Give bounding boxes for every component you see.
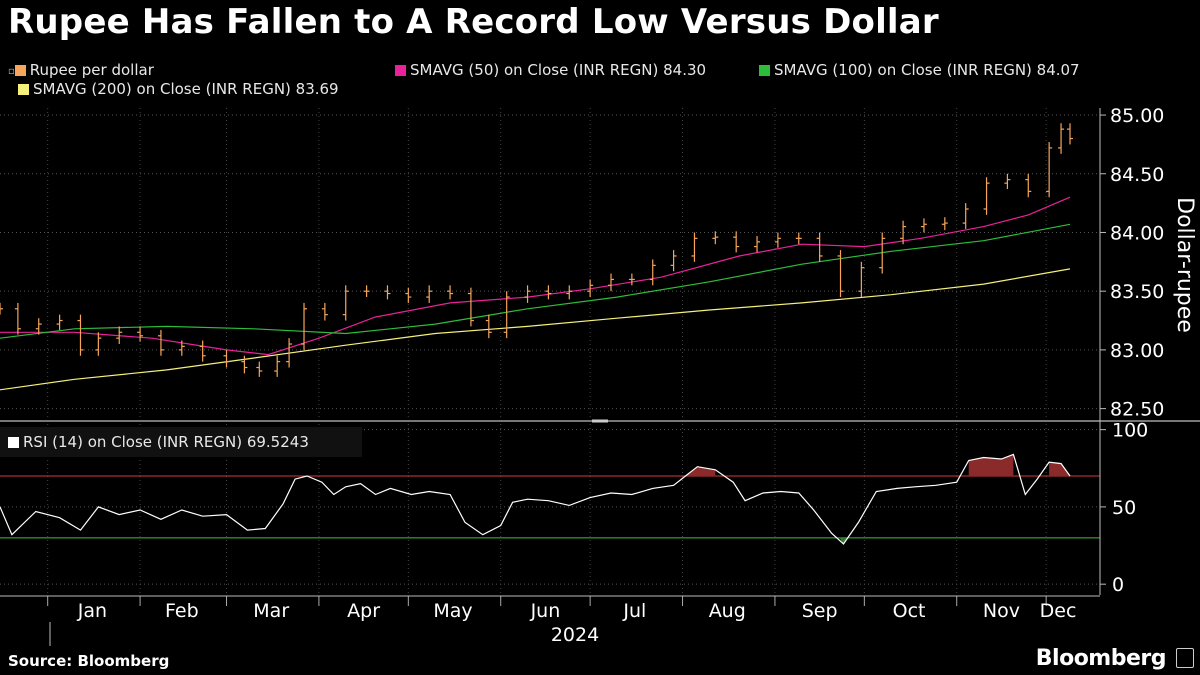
legend-rsi: RSI (14) on Close (INR REGN) 69.5243 [8,433,309,451]
legend-sma200: SMAVG (200) on Close (INR REGN) 83.69 [18,80,339,98]
legend-rsi-label: RSI (14) on Close (INR REGN) 69.5243 [23,433,309,451]
x-tick-label: Oct [893,600,926,622]
source-note: Source: Bloomberg [8,652,170,670]
rsi-oversold-fill [839,537,848,544]
rsi-overbought-fill [968,454,1014,476]
rsi-ytick-label: 50 [1112,497,1136,519]
grid-lines [0,108,1100,595]
x-axis-title: 2024 [551,624,599,646]
y-axis-title: Dollar-rupee [1172,197,1197,333]
x-tick-label: Aug [709,600,746,622]
rsi-panel [0,427,1100,545]
x-tick-label: Apr [347,600,380,622]
rsi-line [0,453,1071,545]
x-tick-label: Dec [1040,600,1077,622]
brand-logo: Bloomberg [1035,646,1167,671]
legend-sma100-swatch [759,65,770,76]
rsi-overbought-fill [1049,462,1070,476]
brand-mark-icon [1176,648,1194,668]
price-ytick-label: 83.50 [1110,281,1164,303]
rsi-ytick-label: 100 [1112,420,1148,442]
legend-sma200-label: SMAVG (200) on Close (INR REGN) 83.69 [33,80,339,98]
rsi-legend-bg [0,427,362,457]
x-tick-label: Sep [802,600,838,622]
rsi-overbought-fill [685,466,716,476]
legend-sma50-label: SMAVG (50) on Close (INR REGN) 84.30 [410,61,707,79]
legend-sma100: SMAVG (100) on Close (INR REGN) 84.07 [759,61,1080,79]
chart-title: Rupee Has Fallen to A Record Low Versus … [8,2,939,42]
x-tick-label: Jul [622,600,646,622]
x-tick-label: Feb [165,600,199,622]
legend-rsi-swatch [8,437,19,448]
price-bars [0,123,1073,377]
price-ytick-label: 84.00 [1110,222,1164,244]
price-ytick-label: 84.50 [1110,164,1164,186]
moving-averages [0,196,1071,391]
price-ytick-label: 83.00 [1110,340,1164,362]
legend-price-swatch [14,65,26,76]
price-ytick-label: 82.50 [1110,399,1164,421]
x-tick-label: Jan [77,600,107,622]
axes: 82.50 83.00 83.50 84.00 84.50 85.00 0 50 100 Doll… [0,105,1200,646]
price-ytick-label: 85.00 [1110,105,1164,127]
x-tick-label: Jun [530,600,561,622]
legend-sma50-swatch [395,65,406,76]
sma-line-2 [0,223,1071,339]
x-tick-label: May [433,600,472,622]
legend-price: ▫ Rupee per dollar [8,61,154,79]
rsi-ytick-label: 0 [1112,574,1124,596]
legend-sma100-label: SMAVG (100) on Close (INR REGN) 84.07 [774,61,1080,79]
legend-sma200-swatch [18,84,29,95]
sma-line-3 [0,268,1071,391]
legend-sma50: SMAVG (50) on Close (INR REGN) 84.30 [395,61,706,79]
legend-price-label: Rupee per dollar [29,61,154,79]
x-tick-label: Nov [983,600,1020,622]
sma-line-1 [0,196,1071,356]
x-tick-label: Mar [253,600,289,622]
